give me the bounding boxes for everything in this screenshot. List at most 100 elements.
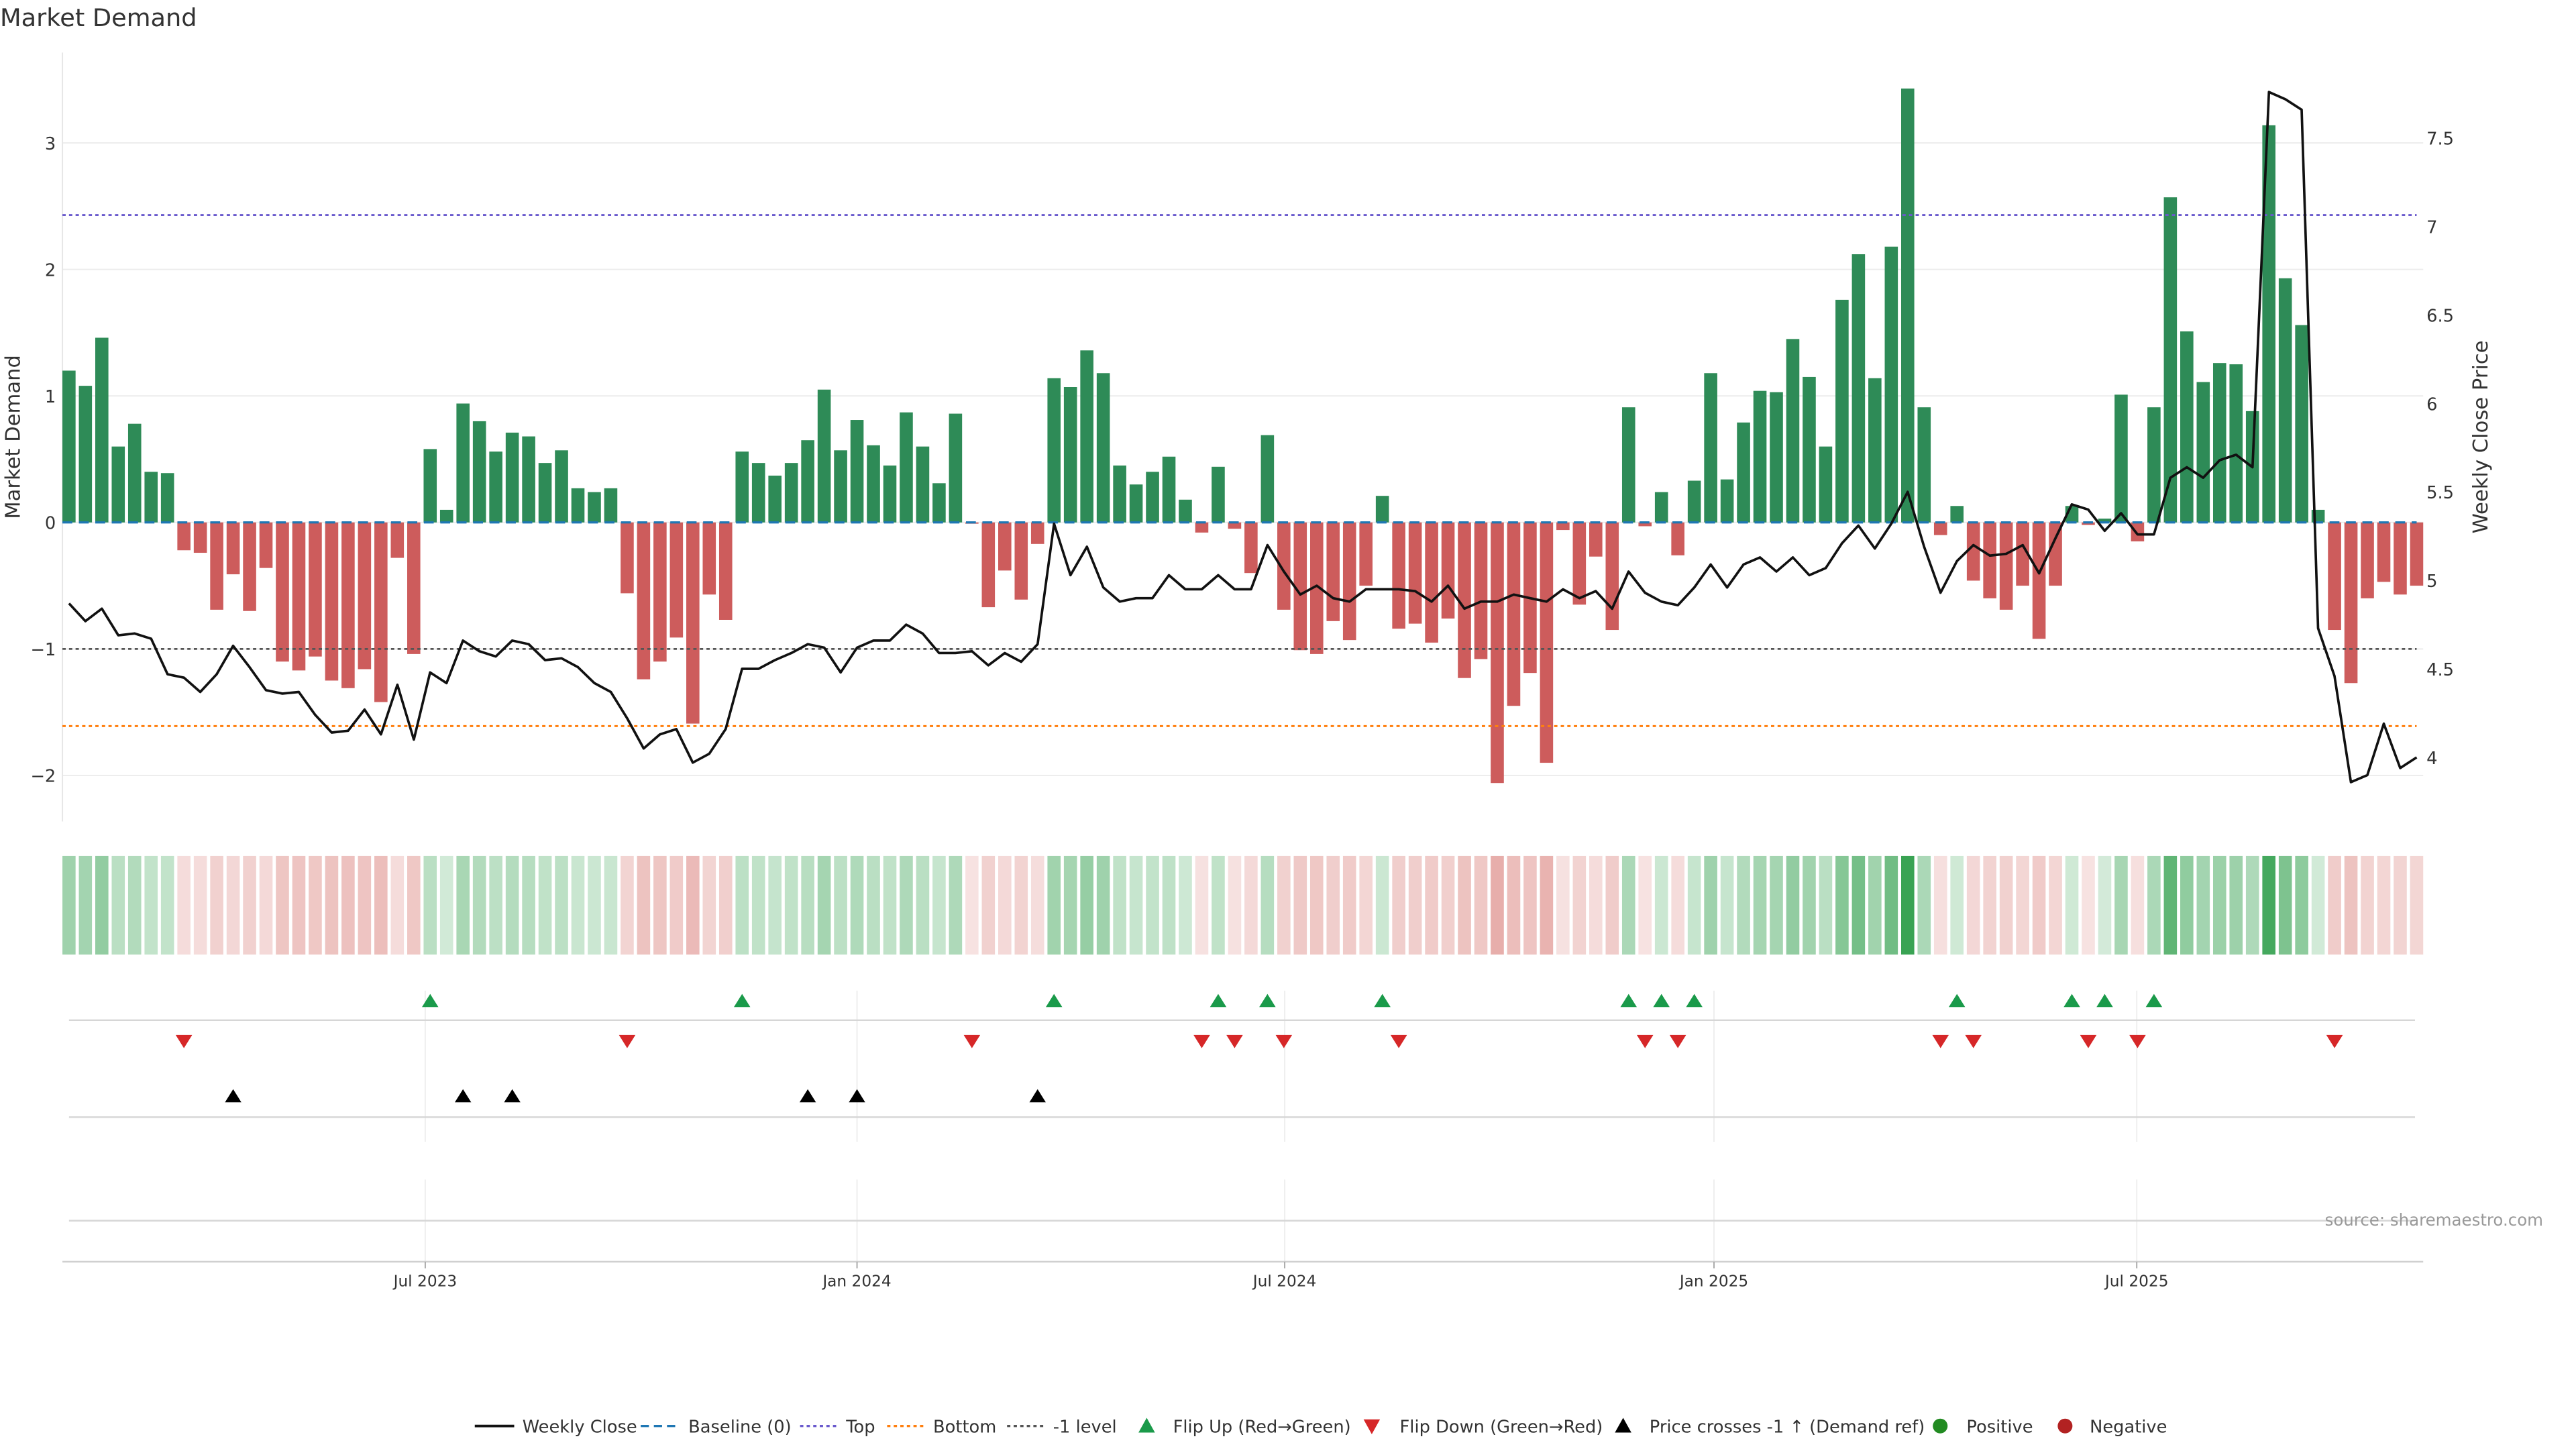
- heatmap-cell-positive: [1950, 855, 1964, 955]
- negative-demand-bar: [718, 522, 733, 620]
- triangle-down-icon: [1363, 1419, 1381, 1434]
- heatmap-cell-negative: [210, 855, 223, 955]
- positive-demand-bar: [883, 465, 897, 523]
- legend-item-negative[interactable]: Negative: [2057, 1417, 2167, 1438]
- positive-demand-bar: [439, 509, 453, 523]
- positive-demand-bar: [1146, 472, 1159, 523]
- positive-demand-bar: [2295, 325, 2308, 523]
- demand-bars: [62, 88, 2424, 784]
- heatmap-cell-negative: [1293, 855, 1307, 955]
- flip-down-marker: [2080, 1034, 2097, 1049]
- heatmap-cell-positive: [867, 855, 880, 955]
- chart-title: Market Demand: [0, 3, 197, 32]
- heatmap-cell-negative: [621, 855, 634, 955]
- negative-demand-bar: [210, 522, 223, 610]
- heatmap-cell-positive: [784, 855, 798, 955]
- heatmap-cell-positive: [1146, 855, 1159, 955]
- heatmap-cell-positive: [78, 855, 93, 955]
- y2-tick-label: 6: [2426, 394, 2437, 415]
- circle-icon: [1933, 1418, 1948, 1434]
- heatmap-cell-negative: [1589, 855, 1603, 955]
- flip-up-marker: [1210, 994, 1227, 1008]
- positive-demand-bar: [1212, 466, 1225, 523]
- heatmap-cell-positive: [472, 855, 486, 955]
- heatmap-cell-positive: [2245, 855, 2259, 955]
- heatmap-cell-negative: [998, 855, 1012, 955]
- heatmap-cell-positive: [916, 855, 930, 955]
- negative-demand-bar: [341, 522, 355, 688]
- heatmap-cell-negative: [1933, 855, 1947, 955]
- positive-demand-bar: [932, 483, 946, 523]
- negative-demand-bar: [1638, 522, 1652, 527]
- legend-item-flip-up[interactable]: Flip Up (Red→Green): [1138, 1417, 1351, 1438]
- positive-demand-bar: [522, 436, 535, 523]
- legend-item-bottom[interactable]: Bottom: [887, 1417, 996, 1438]
- legend-label: Weekly Close: [523, 1417, 637, 1438]
- heatmap-cell-positive: [1851, 855, 1866, 955]
- heatmap-cell-negative: [292, 855, 306, 955]
- negative-demand-bar: [243, 522, 256, 611]
- x-tick-label: Jul 2023: [392, 1273, 458, 1291]
- positive-demand-bar: [111, 446, 125, 523]
- heatmap-cell-positive: [768, 855, 782, 955]
- negative-demand-bar: [1983, 522, 1996, 598]
- negative-demand-bar: [2410, 522, 2424, 586]
- negative-demand-bar: [177, 522, 191, 551]
- negative-demand-bar: [276, 522, 289, 662]
- flip-down-marker: [1932, 1034, 1949, 1049]
- positive-demand-bar: [78, 386, 93, 523]
- legend-label: Flip Up (Red→Green): [1173, 1417, 1351, 1438]
- heatmap-cell-positive: [2098, 855, 2112, 955]
- heatmap-cell-positive: [1835, 855, 1849, 955]
- flip-down-marker: [2129, 1034, 2146, 1049]
- x-tick-label: Jul 2024: [1252, 1273, 1317, 1291]
- flip-up-marker: [2063, 994, 2080, 1008]
- legend-item-positive[interactable]: Positive: [1933, 1417, 2033, 1438]
- positive-demand-bar: [2098, 519, 2112, 523]
- legend-item-weekly-close[interactable]: Weekly Close: [474, 1417, 637, 1438]
- heatmap-cell-negative: [1491, 855, 1504, 955]
- negative-demand-bar: [1556, 522, 1570, 531]
- triangle-up-icon: [1615, 1417, 1631, 1433]
- heatmap-cell-positive: [2212, 855, 2226, 955]
- y-tick-label: −1: [30, 640, 56, 660]
- flip-up-marker: [1045, 994, 1063, 1008]
- heatmap-cell-negative: [325, 855, 339, 955]
- flip-down-marker: [1275, 1034, 1293, 1049]
- legend-item-top[interactable]: Top: [800, 1417, 875, 1438]
- legend-item-flip-down[interactable]: Flip Down (Green→Red): [1363, 1417, 1603, 1438]
- positive-demand-bar: [1835, 299, 1849, 523]
- legend-item-price-cross[interactable]: Price crosses -1 ↑ (Demand ref): [1615, 1417, 1925, 1438]
- price-cross-marker: [454, 1089, 472, 1103]
- heatmap-cell-negative: [1638, 855, 1652, 955]
- flip-up-marker: [733, 994, 751, 1008]
- heatmap-cell-positive: [538, 855, 552, 955]
- heatmap-cell-positive: [2278, 855, 2292, 955]
- heatmap-cell-positive: [160, 855, 174, 955]
- positive-demand-bar: [95, 337, 109, 523]
- positive-demand-bar: [1851, 254, 1866, 523]
- heatmap-cell-negative: [2328, 855, 2341, 955]
- positive-demand-bar: [1096, 373, 1110, 523]
- positive-demand-bar: [2114, 394, 2128, 523]
- negative-demand-bar: [1228, 522, 1242, 529]
- price-cross-marker: [1029, 1089, 1046, 1103]
- positive-demand-bar: [1868, 378, 1882, 523]
- positive-demand-bar: [735, 451, 749, 523]
- heatmap-cell-negative: [193, 855, 207, 955]
- heatmap-cell-negative: [653, 855, 667, 955]
- legend-label: -1 level: [1053, 1417, 1117, 1438]
- positive-demand-bar: [2147, 407, 2161, 523]
- legend-item-baseline[interactable]: Baseline (0): [641, 1417, 792, 1438]
- heatmap-cell-negative: [686, 855, 700, 955]
- price-cross-marker: [849, 1089, 865, 1103]
- heatmap-cell-positive: [2065, 855, 2079, 955]
- positive-demand-bar: [127, 423, 142, 523]
- legend-item-minus-one[interactable]: -1 level: [1007, 1417, 1117, 1438]
- heatmap-cell-negative: [1474, 855, 1488, 955]
- heatmap-cell-negative: [2394, 855, 2407, 955]
- flip-up-marker: [422, 994, 439, 1008]
- positive-demand-bar: [1704, 373, 1717, 523]
- heatmap-cell-positive: [817, 855, 831, 955]
- positive-demand-bar: [2278, 278, 2292, 523]
